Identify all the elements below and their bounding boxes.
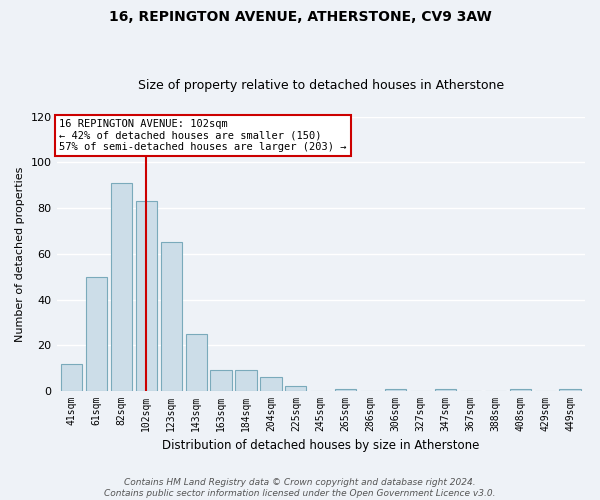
Bar (61, 364, 82, 391)
Y-axis label: Number of detached properties: Number of detached properties (15, 166, 25, 342)
Bar (285, 386, 307, 391)
Bar (185, 334, 207, 391)
Bar (136, 202, 157, 391)
Bar (235, 370, 257, 391)
Bar (559, 389, 581, 391)
Bar (111, 183, 132, 391)
X-axis label: Distribution of detached houses by size in Atherstone: Distribution of detached houses by size … (162, 440, 479, 452)
Title: Size of property relative to detached houses in Atherstone: Size of property relative to detached ho… (138, 79, 504, 92)
Text: Contains HM Land Registry data © Crown copyright and database right 2024.
Contai: Contains HM Land Registry data © Crown c… (104, 478, 496, 498)
Bar (211, 370, 232, 391)
Bar (260, 378, 281, 391)
Bar (161, 242, 182, 391)
Bar (509, 389, 531, 391)
Bar (385, 389, 406, 391)
Text: 16, REPINGTON AVENUE, ATHERSTONE, CV9 3AW: 16, REPINGTON AVENUE, ATHERSTONE, CV9 3A… (109, 10, 491, 24)
Text: 16 REPINGTON AVENUE: 102sqm
← 42% of detached houses are smaller (150)
57% of se: 16 REPINGTON AVENUE: 102sqm ← 42% of det… (59, 119, 347, 152)
Bar (335, 389, 356, 391)
Bar (435, 389, 456, 391)
Bar (86, 277, 107, 391)
